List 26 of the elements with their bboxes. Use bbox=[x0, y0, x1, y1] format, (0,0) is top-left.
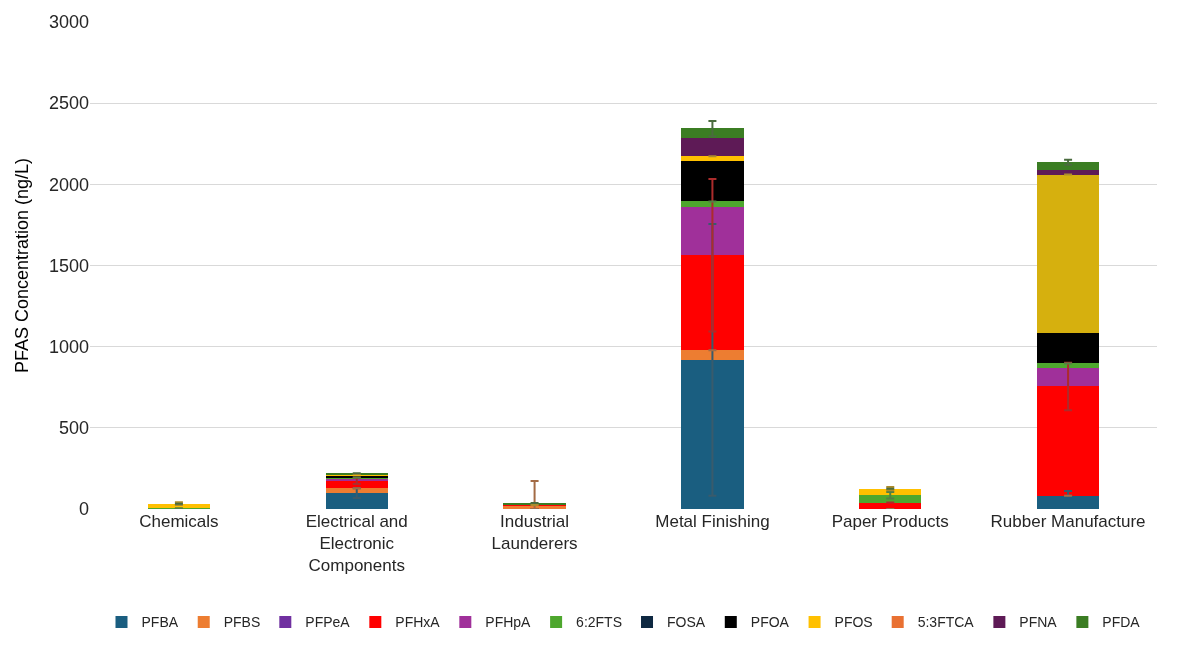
y-tick-label: 3000 bbox=[48, 12, 89, 33]
legend-label: FOSA bbox=[667, 614, 706, 631]
x-tick-label: Metal Finishing bbox=[655, 512, 770, 531]
y-tick-label: 2500 bbox=[48, 93, 89, 114]
y-tick-label: 500 bbox=[58, 418, 89, 439]
y-tick-label: 2000 bbox=[48, 174, 89, 195]
legend-label: PFBS bbox=[223, 614, 261, 631]
legend-label: PFHxA bbox=[395, 614, 441, 631]
legend-label: PFOA bbox=[750, 614, 790, 631]
legend-label: PFHpA bbox=[485, 614, 532, 631]
x-tick-label: Industrial Launderers bbox=[491, 512, 578, 554]
y-tick-label: 1000 bbox=[48, 336, 89, 357]
y-axis-title: PFAS Concentration (ng/L) bbox=[12, 157, 33, 374]
x-tick-label: Electrical and Electronic Components bbox=[305, 512, 408, 576]
x-tick-label: Rubber Manufacture bbox=[990, 512, 1146, 531]
legend-label: 5:3FTCA bbox=[917, 614, 975, 631]
legend-label: PFBA bbox=[141, 614, 179, 631]
legend-label: PFOS bbox=[834, 614, 873, 631]
x-tick-label: Paper Products bbox=[831, 512, 949, 531]
legend-label: PFNA bbox=[1019, 614, 1058, 631]
x-tick-label: Chemicals bbox=[139, 512, 219, 531]
y-tick-label: 0 bbox=[78, 499, 89, 520]
legend-label: PFPeA bbox=[305, 614, 351, 631]
legend-label: 6:2FTS bbox=[576, 614, 623, 631]
legend-label: PFDA bbox=[1102, 614, 1141, 631]
y-tick-label: 1500 bbox=[48, 255, 89, 276]
